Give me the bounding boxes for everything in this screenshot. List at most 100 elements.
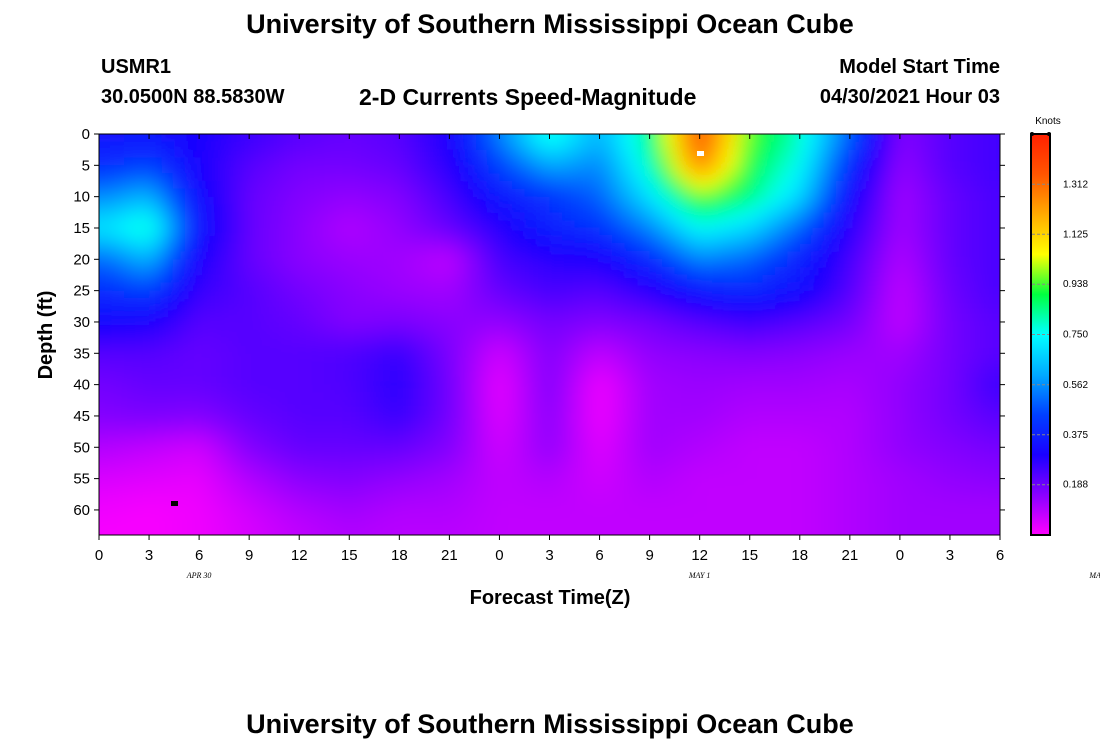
heatmap-cell [99, 478, 113, 487]
heatmap-cell [749, 165, 763, 174]
heatmap-cell [361, 314, 375, 323]
heatmap-cell [374, 298, 388, 307]
heatmap-cell [411, 400, 425, 409]
heatmap-cell [474, 384, 488, 393]
heatmap-cell [624, 282, 638, 292]
heatmap-cell [399, 188, 413, 198]
heatmap-cell [549, 384, 563, 393]
heatmap-cell [512, 345, 526, 354]
heatmap-cell [299, 212, 313, 221]
heatmap-cell [987, 509, 1000, 517]
heatmap-cell [874, 290, 888, 299]
heatmap-cell [637, 290, 651, 299]
heatmap-cell [436, 322, 450, 331]
heatmap-cell [637, 522, 651, 530]
heatmap-cell [461, 478, 475, 487]
heatmap-cell [236, 251, 250, 260]
heatmap-cell [674, 345, 688, 354]
heatmap-cell [411, 314, 425, 323]
heatmap-cell [574, 173, 588, 182]
heatmap-cell [311, 267, 325, 276]
heatmap-cell [136, 251, 150, 260]
heatmap-cell [674, 528, 688, 535]
heatmap-cell [124, 141, 138, 151]
heatmap-cell [161, 196, 175, 206]
heatmap-cell [612, 314, 626, 323]
heatmap-cell [662, 141, 676, 151]
heatmap-cell [975, 384, 989, 393]
heatmap-cell [486, 337, 500, 346]
heatmap-cell [874, 478, 888, 487]
heatmap-cell [499, 188, 513, 198]
heatmap-cell [849, 329, 863, 339]
heatmap-cell [99, 462, 113, 472]
heatmap-cell [224, 157, 238, 166]
heatmap-cell [336, 494, 350, 503]
heatmap-cell [424, 188, 438, 198]
heatmap-cell [512, 322, 526, 331]
heatmap-cell [574, 251, 588, 260]
heatmap-cell [849, 235, 863, 245]
heatmap-cell [737, 228, 751, 237]
heatmap-cell [111, 376, 125, 386]
heatmap-cell [987, 376, 1000, 386]
heatmap-cell [411, 157, 425, 166]
heatmap-cell [374, 486, 388, 495]
heatmap-cell [774, 282, 788, 292]
heatmap-cell [374, 141, 388, 151]
heatmap-cell [524, 522, 538, 530]
heatmap-cell [987, 134, 1000, 143]
heatmap-cell [687, 134, 701, 143]
heatmap-cell [962, 353, 976, 362]
heatmap-cell [712, 462, 726, 472]
heatmap-cell [949, 400, 963, 409]
heatmap-cell [962, 306, 976, 315]
heatmap-cell [887, 408, 901, 417]
x-tick-label: 6 [996, 547, 1004, 564]
heatmap-cell [912, 361, 926, 370]
heatmap-cell [674, 384, 688, 393]
heatmap-cell [849, 522, 863, 530]
heatmap-cell [749, 329, 763, 339]
heatmap-cell [512, 235, 526, 245]
heatmap-cell [924, 243, 938, 252]
heatmap-cell [849, 165, 863, 174]
heatmap-cell [687, 423, 701, 433]
heatmap-cell [186, 298, 200, 307]
heatmap-cell [812, 423, 826, 433]
heatmap-cell [236, 486, 250, 495]
heatmap-cell [286, 361, 300, 370]
heatmap-cell [136, 470, 150, 480]
heatmap-cell [599, 494, 613, 503]
heatmap-cell [424, 165, 438, 174]
heatmap-cell [724, 322, 738, 331]
heatmap-cell [474, 462, 488, 472]
heatmap-cell [799, 243, 813, 252]
heatmap-cell [349, 165, 363, 174]
heatmap-cell [336, 478, 350, 487]
heatmap-cell [637, 516, 651, 524]
heatmap-cell [436, 282, 450, 292]
heatmap-cell [512, 157, 526, 166]
heatmap-cell [124, 290, 138, 299]
heatmap-cell [186, 392, 200, 401]
heatmap-cell [899, 478, 913, 487]
heatmap-cell [912, 516, 926, 524]
heatmap-cell [299, 400, 313, 409]
heatmap-cell [737, 462, 751, 472]
heatmap-cell [699, 337, 713, 346]
heatmap-cell [712, 329, 726, 339]
heatmap-cell [899, 528, 913, 535]
heatmap-cell [349, 267, 363, 276]
heatmap-cell [524, 455, 538, 464]
heatmap-cell [524, 141, 538, 151]
heatmap-cell [749, 251, 763, 260]
heatmap-cell [612, 134, 626, 143]
heatmap-cell [699, 306, 713, 315]
heatmap-cell [674, 290, 688, 299]
heatmap-cell [537, 134, 551, 143]
heatmap-cell [436, 384, 450, 393]
heatmap-cell [274, 353, 288, 362]
heatmap-cell [224, 447, 238, 456]
heatmap-cell [499, 392, 513, 401]
